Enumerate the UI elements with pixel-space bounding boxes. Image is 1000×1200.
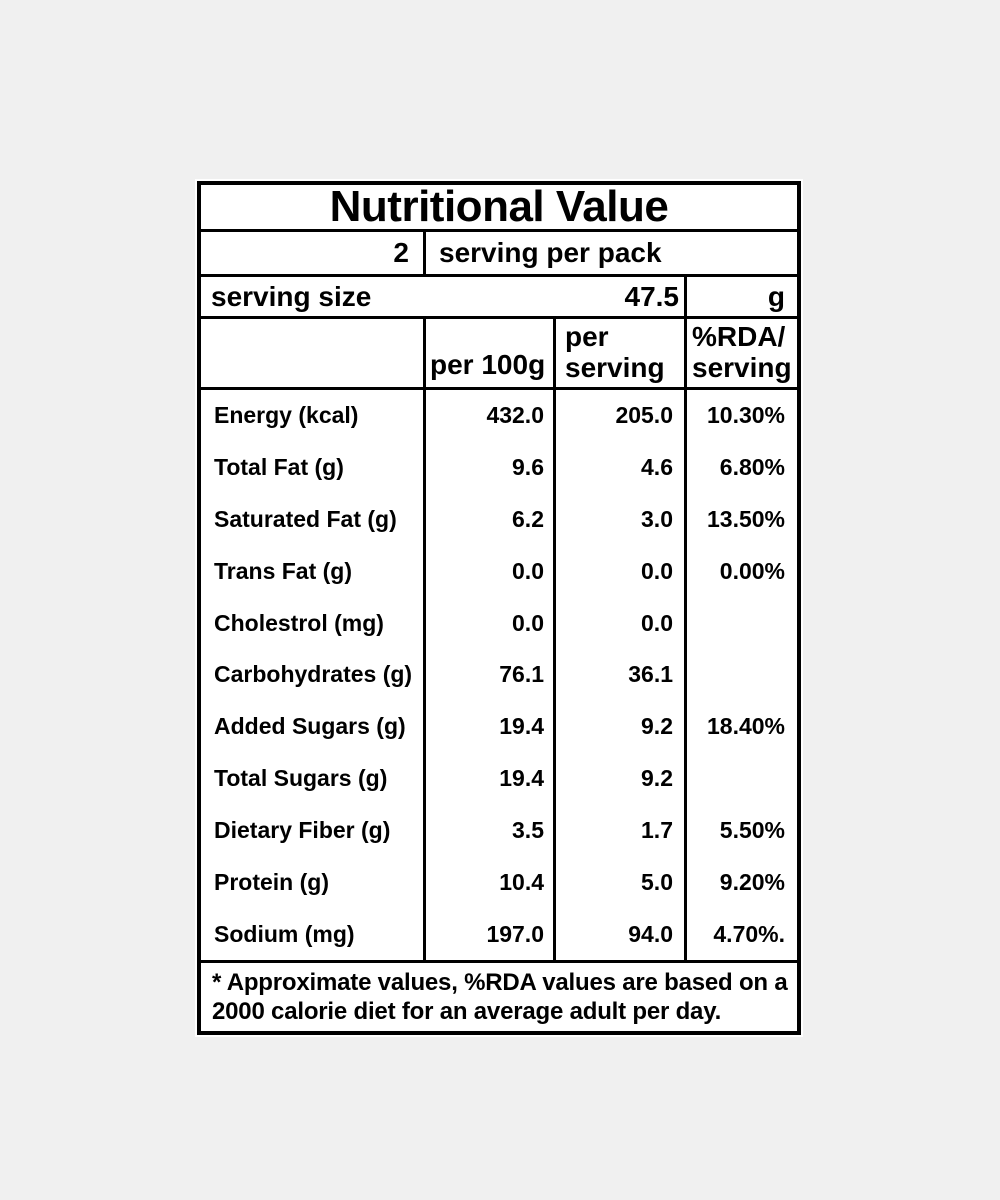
- value-per-serving: 9.2: [553, 700, 684, 753]
- nutrient-row: Trans Fat (g) 0.0 0.0 0.00%: [201, 545, 797, 598]
- value-per-100g: 6.2: [423, 493, 553, 546]
- nutrient-row: Total Fat (g) 9.6 4.6 6.80%: [201, 441, 797, 494]
- label-title: Nutritional Value: [201, 185, 797, 232]
- footnote-line-1: * Approximate values, %RDA values are ba…: [212, 969, 788, 996]
- value-per-serving: 3.0: [553, 493, 684, 546]
- nutrient-label: Protein (g): [214, 868, 329, 895]
- nutrient-label: Cholestrol (mg): [214, 609, 384, 636]
- column-header-rda-line-2: serving: [692, 352, 792, 383]
- serving-size-row: serving size 47.5 g: [201, 277, 797, 319]
- nutrient-label: Sodium (mg): [214, 920, 355, 947]
- nutrient-row: Energy (kcal) 432.0 205.0 10.30%: [201, 390, 797, 442]
- column-header-per-serving-line-2: serving: [565, 352, 665, 383]
- nutrient-row: Total Sugars (g) 19.4 9.2: [201, 752, 797, 805]
- value-per-serving: 94.0: [553, 908, 684, 960]
- footnote: * Approximate values, %RDA values are ba…: [201, 963, 797, 1031]
- column-header-rda: %RDA/ serving: [684, 319, 797, 387]
- serving-size-label: serving size: [211, 280, 372, 312]
- value-per-serving: 0.0: [553, 545, 684, 598]
- column-header-row: per 100g per serving %RDA/ serving: [201, 319, 797, 390]
- value-per-100g: 10.4: [423, 856, 553, 909]
- value-rda-per-serving: 13.50%: [684, 493, 797, 546]
- value-rda-per-serving: 10.30%: [684, 390, 797, 442]
- serving-size-cell: serving size 47.5: [201, 277, 687, 316]
- value-per-serving: 5.0: [553, 856, 684, 909]
- nutrient-label: Carbohydrates (g): [214, 661, 413, 688]
- nutrient-row: Sodium (mg) 197.0 94.0 4.70%.: [201, 908, 797, 960]
- value-per-serving: 1.7: [553, 804, 684, 857]
- value-per-100g: 3.5: [423, 804, 553, 857]
- column-header-blank: [201, 319, 423, 387]
- servings-row: 2 serving per pack: [201, 232, 797, 277]
- nutrient-label: Total Sugars (g): [214, 765, 388, 792]
- column-header-per-serving: per serving: [553, 319, 684, 387]
- column-header-rda-line-1: %RDA/: [692, 321, 786, 352]
- column-header-per-100g: per 100g: [423, 319, 553, 387]
- nutrition-label: Nutritional Value 2 serving per pack ser…: [197, 181, 801, 1035]
- value-per-100g: 0.0: [423, 597, 553, 650]
- value-per-100g: 19.4: [423, 752, 553, 805]
- nutrient-row: Protein (g) 10.4 5.0 9.20%: [201, 856, 797, 909]
- value-per-100g: 0.0: [423, 545, 553, 598]
- value-per-serving: 9.2: [553, 752, 684, 805]
- value-rda-per-serving: 6.80%: [684, 441, 797, 494]
- value-per-serving: 36.1: [553, 649, 684, 701]
- value-per-100g: 432.0: [423, 390, 553, 442]
- nutrient-label: Saturated Fat (g): [214, 506, 397, 533]
- nutrient-table: Energy (kcal) 432.0 205.0 10.30% Total F…: [201, 390, 797, 963]
- servings-count: 2: [201, 232, 426, 274]
- value-per-serving: 4.6: [553, 441, 684, 494]
- value-rda-per-serving: 4.70%.: [684, 908, 797, 960]
- nutrient-label: Added Sugars (g): [214, 713, 406, 740]
- value-rda-per-serving: [684, 752, 797, 805]
- serving-size-value: 47.5: [624, 280, 680, 312]
- value-rda-per-serving: 18.40%: [684, 700, 797, 753]
- value-rda-per-serving: 0.00%: [684, 545, 797, 598]
- value-per-100g: 197.0: [423, 908, 553, 960]
- nutrient-label: Total Fat (g): [214, 454, 344, 481]
- value-per-serving: 0.0: [553, 597, 684, 650]
- value-rda-per-serving: 5.50%: [684, 804, 797, 857]
- footnote-line-2: 2000 calorie diet for an average adult p…: [212, 998, 722, 1025]
- value-per-100g: 9.6: [423, 441, 553, 494]
- nutrient-row: Saturated Fat (g) 6.2 3.0 13.50%: [201, 493, 797, 546]
- nutrient-label: Energy (kcal): [214, 402, 359, 429]
- column-header-per-serving-line-1: per: [565, 321, 609, 352]
- value-per-100g: 76.1: [423, 649, 553, 701]
- value-per-100g: 19.4: [423, 700, 553, 753]
- nutrient-row: Dietary Fiber (g) 3.5 1.7 5.50%: [201, 804, 797, 857]
- nutrient-label: Dietary Fiber (g): [214, 816, 391, 843]
- value-rda-per-serving: 9.20%: [684, 856, 797, 909]
- servings-per-pack-label: serving per pack: [439, 237, 662, 268]
- nutrient-row: Cholestrol (mg) 0.0 0.0: [201, 597, 797, 650]
- nutrient-row: Carbohydrates (g) 76.1 36.1: [201, 649, 797, 701]
- value-rda-per-serving: [684, 649, 797, 701]
- serving-size-unit: g: [767, 280, 785, 312]
- value-rda-per-serving: [684, 597, 797, 650]
- nutrient-row: Added Sugars (g) 19.4 9.2 18.40%: [201, 700, 797, 753]
- nutrient-label: Trans Fat (g): [214, 557, 353, 584]
- value-per-serving: 205.0: [553, 390, 684, 442]
